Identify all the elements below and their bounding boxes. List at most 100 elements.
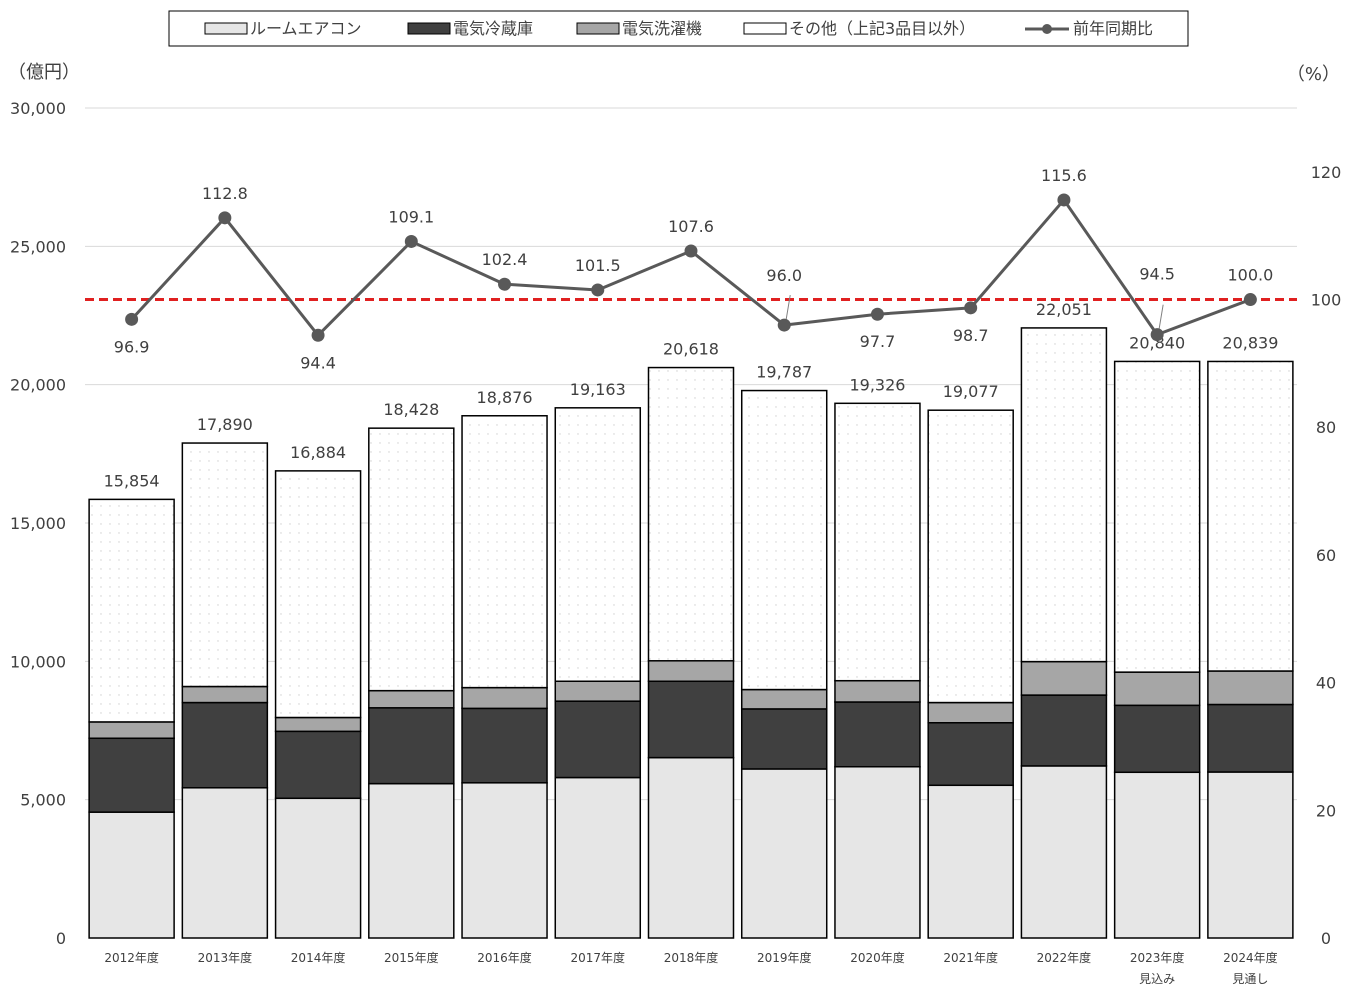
yoy-ratio-label: 102.4 <box>482 250 528 269</box>
label-leader-line <box>1158 304 1164 329</box>
yoy-ratio-point <box>125 312 139 326</box>
x-axis-tick-label: 2022年度 <box>1037 950 1092 965</box>
bar-segment <box>461 782 548 939</box>
bar-segment <box>368 689 455 709</box>
bar-total-label: 22,051 <box>1036 300 1092 319</box>
bar-segment <box>740 688 828 710</box>
yoy-ratio-point <box>498 277 512 291</box>
yoy-ratio-label: 112.8 <box>202 184 248 203</box>
bar-segment <box>1020 327 1108 663</box>
bar-segment <box>647 366 735 662</box>
yoy-ratio-point <box>404 234 418 248</box>
bar-segment <box>927 784 1014 939</box>
bar-segment <box>88 811 175 939</box>
legend-swatch <box>743 22 787 35</box>
bar-segment <box>274 797 362 939</box>
x-axis-tick-label: 2020年度 <box>850 950 905 965</box>
yoy-ratio-point <box>591 283 605 297</box>
bar-segment <box>554 700 642 779</box>
bar-segment <box>834 679 921 703</box>
legend-label: 電気洗濯機 <box>622 19 702 38</box>
y-axis-tick-label: 0 <box>56 929 66 948</box>
bar-segment <box>461 415 548 689</box>
yoy-ratio-point <box>870 307 884 321</box>
bar-segment <box>181 442 269 688</box>
bar-segment <box>461 707 548 784</box>
x-axis-tick-label: 2017年度 <box>570 950 625 965</box>
y2-axis-tick-label: 120 <box>1311 163 1342 182</box>
legend-swatch <box>407 22 451 35</box>
bar-total-label: 20,618 <box>663 340 719 359</box>
y-axis-tick-label: 15,000 <box>10 514 66 533</box>
x-axis-tick-label: 見通し <box>1232 972 1268 985</box>
x-axis-tick-label: 2021年度 <box>943 950 998 965</box>
bar-segment <box>1207 670 1294 706</box>
yoy-ratio-point <box>311 328 325 342</box>
x-axis-tick-label: 2023年度 <box>1130 950 1185 965</box>
yoy-ratio-label: 115.6 <box>1041 166 1087 185</box>
bar-segment <box>554 776 642 939</box>
x-axis-tick-label: 2013年度 <box>198 950 253 965</box>
yoy-ratio-label: 101.5 <box>575 256 621 275</box>
bar-total-label: 16,884 <box>290 443 346 462</box>
y2-axis-tick-label: 100 <box>1311 291 1342 310</box>
bar-total-label: 15,854 <box>104 471 160 490</box>
bar-segment <box>1020 694 1108 767</box>
x-axis-tick-label: 2014年度 <box>291 950 346 965</box>
legend-marker <box>1042 24 1052 34</box>
bar-segment <box>1207 771 1294 939</box>
bar-total-label: 20,839 <box>1222 333 1278 352</box>
y2-axis-tick-label: 20 <box>1316 801 1336 820</box>
y-axis-unit-label: （億円） <box>8 62 80 83</box>
yoy-ratio-label: 94.4 <box>300 353 336 372</box>
y-axis-tick-label: 10,000 <box>10 652 66 671</box>
bar-segment <box>1020 660 1108 696</box>
bar-total-label: 19,326 <box>849 375 905 394</box>
yoy-ratio-label: 107.6 <box>668 217 714 236</box>
yoy-ratio-point <box>964 301 978 315</box>
bar-segment <box>740 768 828 939</box>
label-leader-line <box>785 294 791 320</box>
y-axis-tick-label: 5,000 <box>20 791 66 810</box>
y-axis-tick-label: 30,000 <box>10 99 66 118</box>
yoy-ratio-point <box>1243 293 1257 307</box>
legend-label: その他（上記3品目以外） <box>789 19 975 38</box>
legend-swatch <box>576 22 620 35</box>
bar-total-label: 18,428 <box>383 400 439 419</box>
yoy-ratio-point <box>1057 193 1071 207</box>
bar-segment <box>181 701 269 789</box>
y2-axis-tick-label: 60 <box>1316 546 1336 565</box>
y-axis-tick-label: 25,000 <box>10 237 66 256</box>
bar-segment <box>1113 771 1201 939</box>
bar-segment <box>647 756 735 939</box>
yoy-ratio-label: 98.7 <box>953 326 989 345</box>
x-axis-tick-label: 2024年度 <box>1223 950 1278 965</box>
bar-segment <box>647 660 735 683</box>
bar-segment <box>274 470 362 719</box>
yoy-ratio-label: 97.7 <box>860 332 896 351</box>
y2-axis-tick-label: 40 <box>1316 674 1336 693</box>
legend-swatch <box>204 22 248 35</box>
x-axis-tick-label: 2012年度 <box>104 950 159 965</box>
bar-total-label: 19,163 <box>570 380 626 399</box>
bar-segment <box>834 765 921 939</box>
bar-segment <box>647 680 735 759</box>
bar-total-label: 17,890 <box>197 415 253 434</box>
bar-segment <box>88 498 175 723</box>
yoy-ratio-label: 96.9 <box>114 337 150 356</box>
bar-segment <box>88 737 175 813</box>
yoy-ratio-point <box>777 318 791 332</box>
bar-segment <box>927 701 1014 724</box>
y2-axis-tick-label: 0 <box>1321 929 1331 948</box>
bar-total-label: 19,787 <box>756 363 812 382</box>
yoy-ratio-label: 109.1 <box>388 207 434 226</box>
bar-segment <box>554 407 642 683</box>
bar-segment <box>834 402 921 682</box>
bar-segment <box>1113 704 1201 774</box>
bar-total-label: 20,840 <box>1129 333 1185 352</box>
bar-segment <box>181 685 269 704</box>
x-axis-tick-label: 2015年度 <box>384 950 439 965</box>
y-axis-tick-label: 20,000 <box>10 376 66 395</box>
